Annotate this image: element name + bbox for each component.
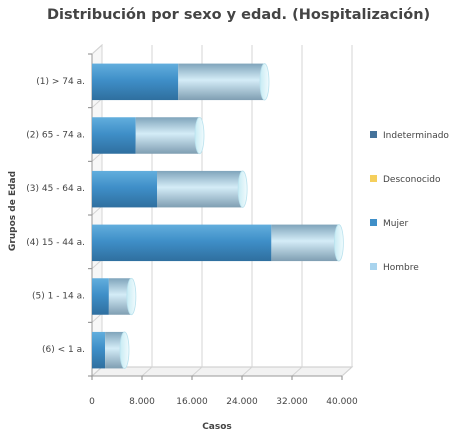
x-tick-label: 0 bbox=[89, 397, 95, 407]
bar-end-cap bbox=[237, 170, 248, 208]
bar-end-cap bbox=[126, 277, 137, 316]
bar-end-cap bbox=[259, 63, 270, 101]
bar-hombre bbox=[157, 170, 243, 208]
chart-title: Distribución por sexo y edad. (Hospitali… bbox=[47, 7, 430, 23]
bar-mujer bbox=[92, 117, 136, 154]
legend-swatch-hombre bbox=[370, 263, 377, 270]
y-grid-diag bbox=[91, 205, 103, 216]
bar-mujer bbox=[92, 331, 106, 369]
x-grid-diag bbox=[291, 366, 303, 377]
y-grid-diag bbox=[91, 312, 103, 323]
x-tick-label: 16.000 bbox=[176, 397, 208, 407]
y-tick-label: (2) 65 - 74 a. bbox=[26, 131, 85, 141]
x-tick-labels: 0 8.000 16.000 24.000 32.000 40.000 bbox=[89, 397, 358, 407]
bar-end-cap bbox=[194, 116, 205, 155]
x-grid-diag bbox=[141, 366, 153, 377]
legend-swatch-mujer bbox=[370, 219, 377, 226]
legend-label-hombre: Hombre bbox=[383, 263, 419, 273]
y-axis-title: Grupos de Edad bbox=[8, 171, 18, 251]
legend-label-desconocido: Desconocido bbox=[383, 175, 441, 185]
bar-mujer bbox=[92, 63, 179, 101]
bars-layer bbox=[92, 63, 344, 369]
legend-swatch-indeterminado bbox=[370, 131, 377, 138]
bar-hombre bbox=[105, 331, 125, 369]
legend-label-indeterminado: Indeterminado bbox=[383, 131, 449, 141]
x-grid-diag bbox=[241, 366, 253, 377]
y-tick-label: (6) < 1 a. bbox=[42, 345, 85, 355]
legend-swatch-desconocido bbox=[370, 175, 377, 182]
legend-label-mujer: Mujer bbox=[383, 219, 409, 229]
bar-end-cap bbox=[333, 224, 344, 262]
bar-mujer bbox=[92, 278, 109, 315]
bar-mujer bbox=[92, 224, 272, 262]
x-tick-label: 32.000 bbox=[276, 397, 308, 407]
legend: Indeterminado Desconocido Mujer Hombre bbox=[370, 131, 449, 273]
y-tick-label: (4) 15 - 44 a. bbox=[26, 238, 85, 248]
floor bbox=[90, 366, 354, 377]
y-grid-diag bbox=[91, 366, 103, 377]
y-tick-label: (3) 45 - 64 a. bbox=[26, 184, 85, 194]
y-tick-labels: (1) > 74 a. (2) 65 - 74 a. (3) 45 - 64 a. (… bbox=[26, 77, 85, 355]
y-tick-label: (1) > 74 a. bbox=[36, 77, 85, 87]
x-tick-label: 40.000 bbox=[326, 397, 358, 407]
bar-end-cap bbox=[119, 331, 130, 369]
bar-hombre bbox=[178, 63, 265, 101]
y-tick-label: (5) 1 - 14 a. bbox=[32, 292, 85, 302]
x-axis-title: Casos bbox=[202, 422, 232, 432]
y-grid-diag bbox=[91, 151, 103, 162]
y-grid-diag bbox=[91, 44, 103, 55]
bar-hombre bbox=[108, 278, 132, 315]
y-grid-diag bbox=[91, 98, 103, 109]
bar-hombre bbox=[271, 224, 339, 262]
x-grid-diag bbox=[191, 366, 203, 377]
y-grid-diag bbox=[91, 259, 103, 270]
x-tick-label: 24.000 bbox=[226, 397, 258, 407]
x-grid-diag bbox=[341, 366, 353, 377]
x-tick-label: 8.000 bbox=[129, 397, 155, 407]
bar-hombre bbox=[135, 117, 200, 154]
bar-mujer bbox=[92, 170, 157, 208]
